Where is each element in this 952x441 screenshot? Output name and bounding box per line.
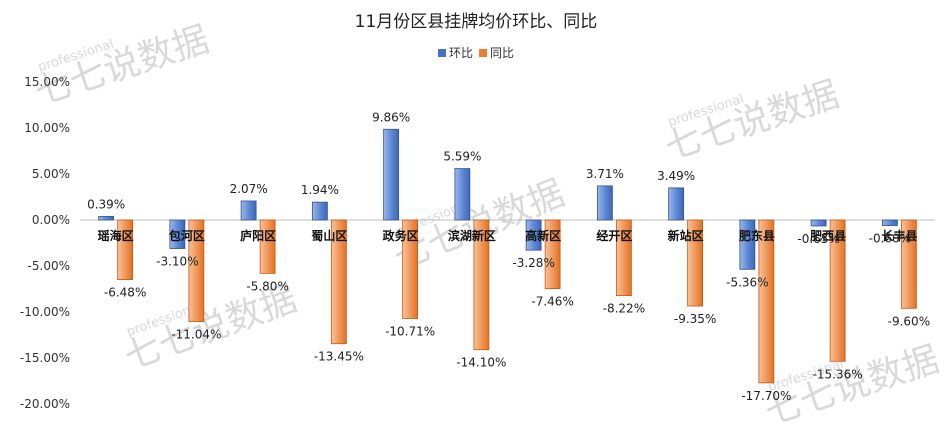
category-label: 长丰县: [881, 228, 917, 243]
data-label-yoy: -7.46%: [531, 295, 573, 309]
data-label-mom: -3.10%: [156, 255, 198, 269]
bar-yoy: [117, 219, 134, 281]
bar-yoy: [900, 219, 917, 309]
y-tick-label: 0.00%: [32, 213, 70, 227]
data-label-yoy: -6.48%: [104, 286, 146, 300]
y-axis: 15.00% 10.00% 5.00% 0.00% -5.00% -10.00% -15.0…: [20, 75, 935, 411]
bar-mom: [383, 128, 400, 221]
data-label-mom: -3.28%: [512, 256, 554, 270]
data-labels: 0.39% -6.48% -3.10% -11.04% 2.07% -5.80% 1.94%…: [87, 110, 930, 403]
data-label-yoy: -9.35%: [674, 312, 716, 326]
category-label: 高新区: [525, 228, 561, 243]
bar-yoy: [330, 219, 347, 345]
y-tick-label: 5.00%: [32, 167, 70, 181]
bar-yoy: [758, 219, 775, 384]
watermark: professional 七七说数据: [660, 74, 844, 169]
category-label: 肥东县: [739, 228, 775, 243]
data-label-yoy: -9.60%: [888, 314, 930, 328]
data-label-yoy: -5.80%: [246, 279, 288, 293]
bar-mom: [668, 187, 685, 221]
bar-mom: [240, 200, 257, 221]
category-labels: 瑶海区 包河区 庐阳区 蜀山区 政务区 滨湖新区 高新区 经开区 新站区 肥东县 肥西县 长丰县: [98, 228, 918, 243]
legend: 环比 同比: [438, 46, 514, 60]
y-tick-label: -10.00%: [20, 305, 70, 319]
data-label-yoy: -17.70%: [741, 389, 791, 403]
data-label-yoy: -13.45%: [314, 350, 364, 364]
data-label-mom: 1.94%: [301, 183, 339, 197]
bar-yoy: [259, 219, 276, 274]
data-label-yoy: -8.22%: [603, 302, 645, 316]
bar-yoy: [544, 219, 561, 290]
bar-yoy: [829, 219, 846, 362]
category-label: 庐阳区: [240, 228, 276, 243]
watermark-brand: 七七说数据: [760, 339, 944, 434]
bar-yoy: [687, 219, 704, 307]
category-label: 包河区: [168, 228, 205, 243]
category-label: 瑶海区: [98, 228, 134, 243]
data-label-mom: -5.36%: [726, 275, 768, 289]
data-label-mom: 5.59%: [443, 150, 481, 164]
bar-mom: [739, 219, 756, 270]
watermark-brand: 七七说数据: [30, 19, 214, 114]
y-tick-label: -20.00%: [20, 397, 70, 411]
y-tick-label: 15.00%: [24, 75, 70, 89]
category-label: 肥西县: [810, 228, 846, 243]
category-label: 政务区: [383, 228, 419, 243]
data-label-yoy: -14.10%: [456, 356, 506, 370]
bar-yoy: [473, 219, 490, 351]
bar-mom: [454, 168, 471, 221]
y-tick-label: 10.00%: [24, 121, 70, 135]
category-label: 滨湖新区: [448, 228, 496, 243]
category-label: 经开区: [596, 228, 632, 243]
data-label-mom: -0.60%: [869, 232, 911, 246]
bar-mom: [169, 219, 186, 249]
bars-layer: [98, 128, 917, 384]
data-label-yoy: -11.04%: [171, 328, 221, 342]
data-label-mom: 3.49%: [657, 169, 695, 183]
y-tick-label: -15.00%: [20, 351, 70, 365]
bar-yoy: [615, 219, 632, 297]
bar-mom: [525, 219, 542, 251]
data-label-yoy: -15.36%: [813, 367, 863, 381]
bar-mom: [98, 216, 115, 221]
bar-yoy: [402, 219, 419, 319]
bar-mom: [596, 185, 613, 221]
y-tick-label: -5.00%: [28, 259, 70, 273]
category-label: 蜀山区: [311, 228, 347, 243]
bar-mom: [810, 219, 827, 227]
watermark-brand: 七七说数据: [660, 74, 844, 169]
data-label-mom: -0.65%: [797, 232, 839, 246]
data-label-mom: 3.71%: [586, 167, 624, 181]
bar-yoy: [188, 219, 205, 322]
legend-label-yoy: 同比: [490, 46, 514, 60]
bar-mom: [881, 219, 898, 226]
bar-mom: [311, 201, 328, 221]
chart-title: 11月份区县挂牌均价环比、同比: [355, 12, 598, 32]
data-label-yoy: -10.71%: [385, 325, 435, 339]
legend-swatch-yoy: [479, 49, 487, 57]
data-label-mom: 2.07%: [230, 182, 268, 196]
watermark: professional 七七说数据: [30, 19, 214, 114]
legend-swatch-mom: [438, 49, 446, 57]
category-label: 新站区: [668, 228, 704, 243]
data-label-mom: 0.39%: [87, 197, 125, 211]
legend-label-mom: 环比: [449, 46, 473, 60]
data-label-mom: 9.86%: [372, 110, 410, 124]
